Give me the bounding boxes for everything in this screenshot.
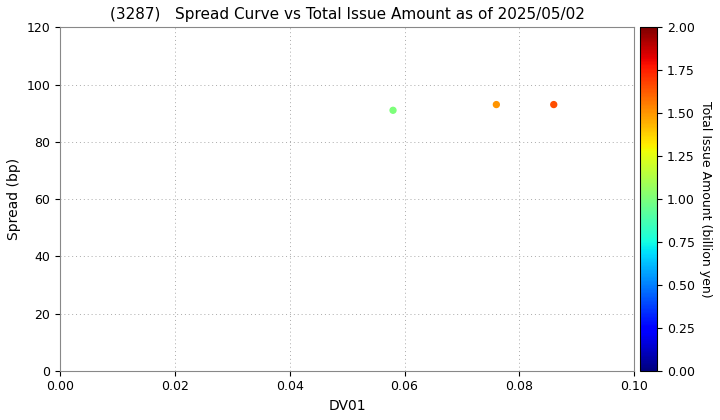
X-axis label: DV01: DV01 [328,399,366,413]
Point [387,107,399,114]
Point [548,101,559,108]
Y-axis label: Total Issue Amount (billion yen): Total Issue Amount (billion yen) [698,101,712,297]
Title: (3287)   Spread Curve vs Total Issue Amount as of 2025/05/02: (3287) Spread Curve vs Total Issue Amoun… [109,7,585,22]
Y-axis label: Spread (bp): Spread (bp) [7,158,21,240]
Point [490,101,502,108]
